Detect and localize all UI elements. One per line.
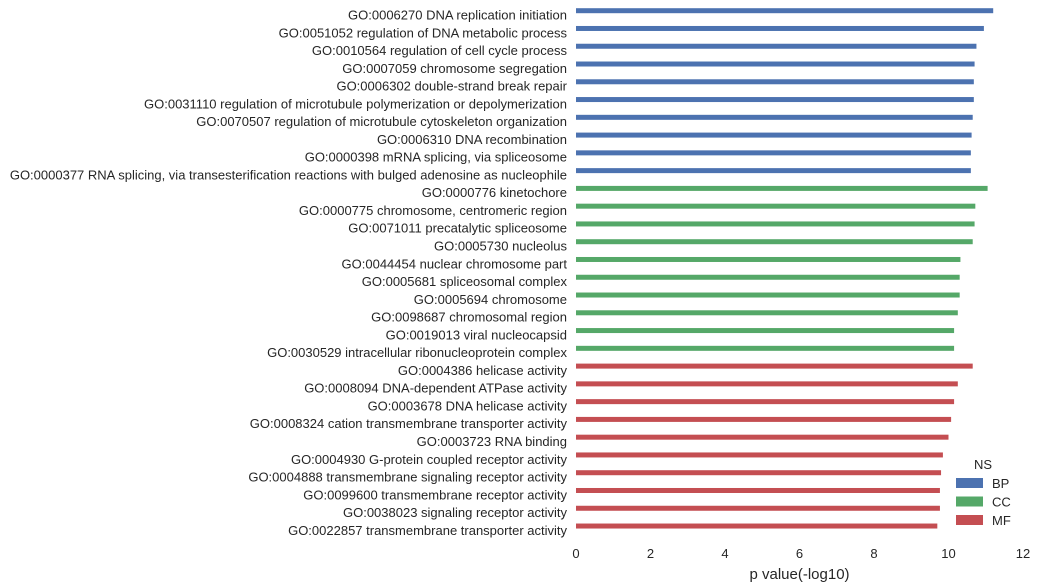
bars-layer xyxy=(576,8,994,529)
category-label: GO:0000377 RNA splicing, via transesteri… xyxy=(10,167,567,182)
category-label: GO:0010564 regulation of cell cycle proc… xyxy=(312,43,568,58)
x-tick-label: 12 xyxy=(1016,546,1030,561)
bar-mf-21 xyxy=(576,381,958,387)
legend-swatch-bp xyxy=(956,478,983,488)
bar-bp-0 xyxy=(576,8,994,14)
bar-bp-1 xyxy=(576,25,984,31)
bar-mf-22 xyxy=(576,399,955,405)
bar-mf-23 xyxy=(576,416,952,422)
bar-bp-5 xyxy=(576,97,974,103)
category-label: GO:0044454 nuclear chromosome part xyxy=(342,256,568,271)
legend-title: NS xyxy=(974,457,992,472)
bar-cc-19 xyxy=(576,345,955,351)
category-label: GO:0003678 DNA helicase activity xyxy=(368,398,568,413)
category-label: GO:0031110 regulation of microtubule pol… xyxy=(144,96,567,111)
bar-cc-10 xyxy=(576,185,988,191)
category-label: GO:0000398 mRNA splicing, via spliceosom… xyxy=(305,150,567,165)
category-label: GO:0022857 transmembrane transporter act… xyxy=(288,523,567,538)
bar-mf-29 xyxy=(576,523,938,529)
bar-cc-16 xyxy=(576,292,960,298)
x-tick-labels-layer: 0 2 4 6 8 10 12 xyxy=(572,546,1030,561)
category-label: GO:0004888 transmembrane signaling recep… xyxy=(248,470,567,485)
bar-mf-28 xyxy=(576,505,940,511)
bar-cc-15 xyxy=(576,274,960,280)
legend-label-mf: MF xyxy=(992,513,1011,528)
legend-swatch-mf xyxy=(956,515,983,525)
category-label: GO:0008324 cation transmembrane transpor… xyxy=(250,416,568,431)
category-label: GO:0000775 chromosome, centromeric regio… xyxy=(299,203,567,218)
x-tick-label: 2 xyxy=(647,546,654,561)
bar-cc-14 xyxy=(576,256,961,262)
bar-bp-4 xyxy=(576,79,974,85)
category-label: GO:0000776 kinetochore xyxy=(422,185,567,200)
category-label: GO:0098687 chromosomal region xyxy=(371,310,567,325)
bar-mf-25 xyxy=(576,452,943,458)
category-label: GO:0005694 chromosome xyxy=(414,292,567,307)
bar-cc-12 xyxy=(576,221,975,227)
x-tick-label: 4 xyxy=(721,546,728,561)
x-tick-label: 8 xyxy=(870,546,877,561)
category-label: GO:0071011 precatalytic spliceosome xyxy=(348,221,567,236)
category-label: GO:0005730 nucleolus xyxy=(434,239,567,254)
x-axis-label: p value(-log10) xyxy=(749,566,849,583)
category-label: GO:0030529 intracellular ribonucleoprote… xyxy=(267,345,567,360)
x-tick-label: 0 xyxy=(572,546,579,561)
category-label: GO:0006310 DNA recombination xyxy=(377,132,567,147)
bar-cc-11 xyxy=(576,203,976,209)
category-label: GO:0019013 viral nucleocapsid xyxy=(386,327,567,342)
bar-cc-17 xyxy=(576,310,958,316)
bar-bp-9 xyxy=(576,168,971,174)
bar-bp-2 xyxy=(576,43,977,49)
bar-mf-26 xyxy=(576,470,942,476)
category-label: GO:0003723 RNA binding xyxy=(417,434,567,449)
category-label: GO:0005681 spliceosomal complex xyxy=(362,274,568,289)
x-tick-label: 10 xyxy=(941,546,955,561)
bar-bp-6 xyxy=(576,114,973,120)
bar-cc-13 xyxy=(576,239,973,245)
category-label: GO:0006302 double-strand break repair xyxy=(336,79,567,94)
category-label: GO:0006270 DNA replication initiation xyxy=(348,8,567,23)
bar-mf-24 xyxy=(576,434,949,440)
legend-label-cc: CC xyxy=(992,495,1011,510)
bar-mf-20 xyxy=(576,363,973,369)
bar-bp-8 xyxy=(576,150,971,156)
category-label: GO:0008094 DNA-dependent ATPase activity xyxy=(304,381,567,396)
category-label: GO:0051052 regulation of DNA metabolic p… xyxy=(279,25,568,40)
bar-mf-27 xyxy=(576,487,940,493)
category-label: GO:0099600 transmembrane receptor activi… xyxy=(303,487,567,502)
bar-cc-18 xyxy=(576,328,955,334)
bar-bp-7 xyxy=(576,132,972,138)
legend: NS BP CC MF xyxy=(956,457,1011,528)
category-label: GO:0070507 regulation of microtubule cyt… xyxy=(196,114,567,129)
category-labels-layer: GO:0006270 DNA replication initiation GO:… xyxy=(10,8,568,538)
category-label: GO:0004930 G-protein coupled receptor ac… xyxy=(291,452,568,467)
legend-swatch-cc xyxy=(956,496,983,507)
category-label: GO:0007059 chromosome segregation xyxy=(342,61,567,76)
x-tick-label: 6 xyxy=(796,546,803,561)
category-label: GO:0038023 signaling receptor activity xyxy=(343,505,568,520)
bar-bp-3 xyxy=(576,61,975,67)
category-label: GO:0004386 helicase activity xyxy=(398,363,568,378)
legend-label-bp: BP xyxy=(992,476,1009,491)
